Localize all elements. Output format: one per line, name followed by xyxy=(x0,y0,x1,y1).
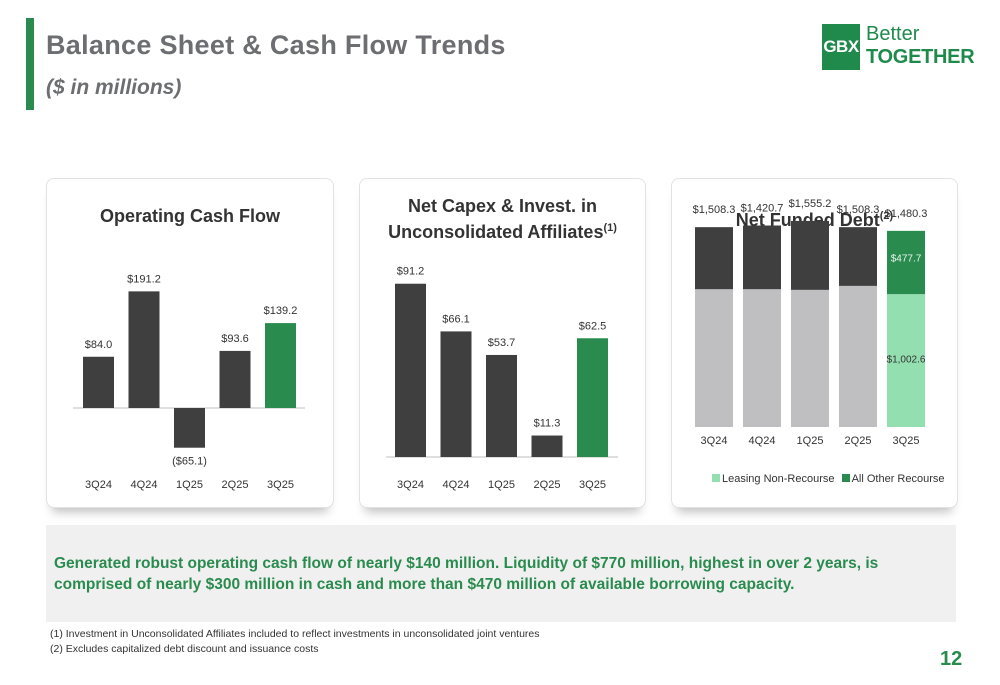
logo-mark-text: GBX xyxy=(823,37,859,56)
capex-bar-2Q25 xyxy=(531,435,563,457)
capex-x-tick-3Q25: 3Q25 xyxy=(579,479,606,491)
capex-chart-title: Net Capex & Invest. in Unconsolidated Af… xyxy=(360,195,645,243)
capex-x-tick-1Q25: 1Q25 xyxy=(488,479,515,491)
debt-title-text: Net Funded Debt xyxy=(735,210,880,230)
page-title: Balance Sheet & Cash Flow Trends xyxy=(46,30,506,60)
footnote-1: (1) Investment in Unconsolidated Affilia… xyxy=(50,628,540,640)
ocf-data-label-1Q25: ($65.1) xyxy=(172,456,207,468)
debt-bar-leasing-3Q24 xyxy=(695,289,733,427)
debt-bar-recourse-3Q25 xyxy=(887,230,925,295)
ocf-data-label-3Q25: $139.2 xyxy=(264,305,298,317)
debt-bar-recourse-3Q24 xyxy=(695,227,733,290)
net-capex-card: Net Capex & Invest. in Unconsolidated Af… xyxy=(359,178,646,508)
ocf-bar-1Q25 xyxy=(174,408,205,448)
title-accent-bar xyxy=(26,18,34,110)
debt-segment-label-recourse-3Q25: $477.7 xyxy=(891,254,922,265)
capex-data-label-2Q25: $11.3 xyxy=(534,418,561,430)
debt-chart: $1,508.3 3Q24 $1,420.7 4Q24 $1,555.2 1Q25 $1,5… xyxy=(693,198,928,447)
debt-x-tick-4Q24: 4Q24 xyxy=(749,435,776,447)
capex-x-tick-3Q24: 3Q24 xyxy=(397,479,424,491)
company-logo: GBX Better TOGETHER xyxy=(822,22,975,74)
debt-bar-recourse-1Q25 xyxy=(791,220,829,290)
capex-data-label-1Q25: $53.7 xyxy=(488,337,516,349)
debt-total-label-1Q25: $1,555.2 xyxy=(789,198,832,210)
ocf-data-label-4Q24: $191.2 xyxy=(127,273,161,285)
debt-bar-leasing-4Q24 xyxy=(743,289,781,427)
debt-bar-leasing-1Q25 xyxy=(791,289,829,427)
ocf-data-label-2Q25: $93.6 xyxy=(221,333,249,345)
ocf-chart: $84.0 3Q24 $191.2 4Q24 ($65.1) 1Q25 $93.6 2Q25 $… xyxy=(73,273,305,491)
debt-total-label-4Q24: $1,420.7 xyxy=(741,203,784,215)
legend-swatch-leasing xyxy=(712,474,720,482)
net-funded-debt-card: Net Funded Debt(2) $1,508.3 3Q24 $1,420.7 4… xyxy=(671,178,958,508)
capex-bar-1Q25 xyxy=(486,354,517,457)
ocf-x-tick-1Q25: 1Q25 xyxy=(176,479,203,491)
debt-title-note: (2) xyxy=(879,210,894,222)
capex-title-line1: Net Capex & Invest. in xyxy=(407,196,598,216)
legend-item-leasing: Leasing Non-Recourse xyxy=(712,473,835,485)
debt-total-label-3Q25: $1,480.3 xyxy=(885,208,928,220)
logo-better: Better xyxy=(866,23,920,45)
ocf-bar-4Q24 xyxy=(128,291,160,408)
capex-title-line2: Unconsolidated Affiliates(1) xyxy=(360,217,645,243)
capex-chart: $91.2 3Q24 $66.1 4Q24 $53.7 1Q25 $11.3 2Q25 $62.… xyxy=(386,266,618,491)
debt-bar-recourse-4Q24 xyxy=(743,225,781,290)
logo-together: TOGETHER xyxy=(866,46,975,68)
debt-x-tick-2Q25: 2Q25 xyxy=(845,435,872,447)
operating-cash-flow-card: Operating Cash Flow $84.0 3Q24 $191.2 4Q24 (… xyxy=(46,178,334,508)
debt-legend: Leasing Non-Recourse All Other Recourse xyxy=(712,473,949,485)
ocf-bar-2Q25 xyxy=(219,350,251,408)
summary-panel: Generated robust operating cash flow of … xyxy=(46,525,956,622)
capex-data-label-3Q24: $91.2 xyxy=(397,266,425,278)
debt-segment-label-leasing-3Q25: $1,002.6 xyxy=(887,355,926,366)
legend-label-recourse: All Other Recourse xyxy=(851,473,945,485)
capex-title-line2-text: Unconsolidated Affiliates xyxy=(388,222,604,242)
logo-mark: GBX xyxy=(822,24,860,70)
debt-bar-leasing-2Q25 xyxy=(839,285,877,427)
debt-x-tick-1Q25: 1Q25 xyxy=(797,435,824,447)
debt-total-label-2Q25: $1,508.3 xyxy=(837,204,880,216)
ocf-x-tick-3Q25: 3Q25 xyxy=(267,479,294,491)
legend-item-recourse: All Other Recourse xyxy=(841,473,945,485)
ocf-chart-title: Operating Cash Flow xyxy=(99,206,281,226)
debt-chart-title: Net Funded Debt(2) xyxy=(672,205,957,231)
capex-title-note: (1) xyxy=(603,222,617,234)
ocf-x-tick-4Q24: 4Q24 xyxy=(131,479,158,491)
ocf-bar-3Q24 xyxy=(83,356,114,408)
capex-bar-3Q24 xyxy=(395,283,426,457)
capex-x-tick-4Q24: 4Q24 xyxy=(443,479,470,491)
debt-x-tick-3Q25: 3Q25 xyxy=(893,435,920,447)
capex-data-label-4Q24: $66.1 xyxy=(442,313,470,325)
capex-bar-4Q24 xyxy=(440,331,472,457)
page-number: 12 xyxy=(940,648,963,670)
capex-data-label-3Q25: $62.5 xyxy=(579,320,607,332)
capex-bar-3Q25 xyxy=(577,338,608,457)
summary-text: Generated robust operating cash flow of … xyxy=(54,555,879,593)
debt-x-tick-3Q24: 3Q24 xyxy=(701,435,728,447)
legend-label-leasing: Leasing Non-Recourse xyxy=(722,473,835,485)
ocf-x-tick-2Q25: 2Q25 xyxy=(222,479,249,491)
ocf-data-label-3Q24: $84.0 xyxy=(85,339,113,351)
debt-total-label-3Q24: $1,508.3 xyxy=(693,204,736,216)
legend-swatch-recourse xyxy=(841,474,850,482)
capex-x-tick-2Q25: 2Q25 xyxy=(534,479,561,491)
page-subtitle: ($ in millions) xyxy=(46,76,182,99)
ocf-bar-3Q25 xyxy=(265,323,296,408)
debt-bar-recourse-2Q25 xyxy=(839,227,877,286)
ocf-x-tick-3Q24: 3Q24 xyxy=(85,479,112,491)
debt-bar-leasing-3Q25 xyxy=(887,294,925,427)
footnote-2: (2) Excludes capitalized debt discount a… xyxy=(50,643,319,655)
